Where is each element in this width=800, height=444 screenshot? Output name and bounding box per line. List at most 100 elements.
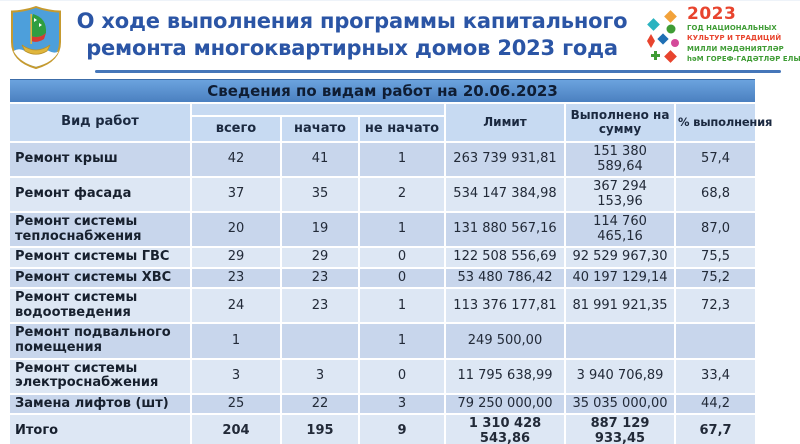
limit-cell: 263 739 931,81	[446, 143, 564, 177]
table-header-row-2: всего начато не начато	[10, 117, 755, 141]
work-type-cell: Итого	[10, 415, 190, 444]
table-row: Ремонт системы теплоснабжения 20 19 1 131 88…	[10, 213, 756, 247]
year-logo-text: 2023 ГОД НАЦИОНАЛЬНЫХ КУЛЬТУР И ТРАДИЦИЙ…	[687, 6, 800, 64]
percent-cell: 33,4	[676, 359, 756, 393]
table-row: Ремонт подвального помещения 1 1 249 500,00	[10, 324, 756, 358]
not-started-cell: 1	[360, 213, 444, 247]
not-started-cell: 0	[360, 248, 444, 267]
work-type-cell: Ремонт системы теплоснабжения	[10, 213, 190, 247]
col-header-started: начато	[282, 117, 358, 141]
work-type-cell: Ремонт системы ГВС	[10, 248, 190, 267]
limit-cell: 249 500,00	[446, 324, 564, 358]
done-sum-cell: 40 197 129,14	[566, 268, 674, 288]
limit-cell: 53 480 786,42	[446, 268, 564, 288]
percent-cell: 57,4	[676, 143, 756, 177]
total-cell: 24	[192, 289, 280, 323]
total-cell: 20	[192, 213, 280, 247]
total-cell: 25	[192, 394, 280, 414]
page-title-line2: ремонта многоквартирных домов 2023 года	[86, 35, 618, 60]
total-cell: 1	[192, 324, 280, 358]
table-row: Ремонт системы электроснабжения 3 3 0 11 795…	[10, 359, 756, 393]
total-cell: 204	[192, 415, 280, 444]
table-row: Ремонт крыш 42 41 1 263 739 931,81 151 380 58…	[10, 143, 756, 177]
done-sum-cell: 887 129 933,45	[566, 415, 674, 444]
total-cell: 42	[192, 143, 280, 177]
started-cell: 29	[282, 248, 358, 267]
col-header-counts-group	[192, 104, 444, 115]
table-caption: Сведения по видам работ на 20.06.2023	[10, 79, 756, 102]
table-row: Ремонт фасада 37 35 2 534 147 384,98 367 294 …	[10, 178, 756, 212]
work-type-cell: Замена лифтов (шт)	[10, 394, 190, 414]
percent-cell: 68,8	[676, 178, 756, 212]
total-cell: 37	[192, 178, 280, 212]
percent-cell: 72,3	[676, 289, 756, 323]
done-sum-cell: 367 294 153,96	[566, 178, 674, 212]
work-type-cell: Ремонт системы ХВС	[10, 268, 190, 288]
done-sum-cell: 3 940 706,89	[566, 359, 674, 393]
page-title: О ходе выполнения программы капитального…	[62, 8, 642, 62]
table-header-row-1: Вид работ Лимит Выполнено на сумму % вып…	[10, 104, 772, 141]
done-sum-cell: 35 035 000,00	[566, 394, 674, 414]
col-header-total: всего	[192, 117, 280, 141]
percent-cell: 44,2	[676, 394, 756, 414]
table-caption-row: Сведения по видам работ на 20.06.2023	[10, 79, 756, 102]
table-body: Ремонт крыш 42 41 1 263 739 931,81 151 380 58…	[10, 143, 756, 444]
percent-cell: 67,7	[676, 415, 756, 444]
work-type-cell: Ремонт подвального помещения	[10, 324, 190, 358]
started-cell: 195	[282, 415, 358, 444]
work-type-cell: Ремонт фасада	[10, 178, 190, 212]
started-cell: 41	[282, 143, 358, 177]
not-started-cell: 9	[360, 415, 444, 444]
percent-cell: 75,2	[676, 268, 756, 288]
percent-cell: 87,0	[676, 213, 756, 247]
done-sum-cell: 92 529 967,30	[566, 248, 674, 267]
year-logo-line4: һәМ ГОРЕФ-ГАДӘТЛӘР ЕЛЫ	[687, 55, 800, 64]
work-type-cell: Ремонт крыш	[10, 143, 190, 177]
table-row: Ремонт системы ГВС 29 29 0 122 508 556,69 92 …	[10, 248, 756, 267]
limit-cell: 113 376 177,81	[446, 289, 564, 323]
year-logo-line3: МИЛЛИ МӘДӘНИЯТЛӘР	[687, 44, 784, 53]
not-started-cell: 3	[360, 394, 444, 414]
total-cell: 29	[192, 248, 280, 267]
col-header-done-sum: Выполнено на сумму	[566, 104, 674, 141]
not-started-cell: 1	[360, 143, 444, 177]
started-cell: 23	[282, 268, 358, 288]
started-cell: 19	[282, 213, 358, 247]
col-header-not-started: не начато	[360, 117, 444, 141]
col-header-percent: % выполнения	[676, 104, 772, 141]
started-cell: 22	[282, 394, 358, 414]
limit-cell: 79 250 000,00	[446, 394, 564, 414]
year-label: 2023	[687, 4, 737, 24]
limit-cell: 122 508 556,69	[446, 248, 564, 267]
table-row: Итого 204 195 9 1 310 428 543,86 887 129 933,…	[10, 415, 756, 444]
not-started-cell: 0	[360, 359, 444, 393]
total-cell: 3	[192, 359, 280, 393]
year-logo-line2: КУЛЬТУР И ТРАДИЦИЙ	[687, 34, 782, 43]
year-logo-line1: ГОД НАЦИОНАЛЬНЫХ	[687, 24, 777, 32]
started-cell	[282, 324, 358, 358]
done-sum-cell	[566, 324, 674, 358]
work-type-cell: Ремонт системы водоотведения	[10, 289, 190, 323]
table-row: Замена лифтов (шт) 25 22 3 79 250 000,00 35 0…	[10, 394, 756, 414]
city-coat-of-arms-icon	[11, 6, 61, 69]
table-row: Ремонт системы ХВС 23 23 0 53 480 786,42 40 1…	[10, 268, 756, 288]
done-sum-cell: 151 380 589,64	[566, 143, 674, 177]
not-started-cell: 1	[360, 324, 444, 358]
started-cell: 23	[282, 289, 358, 323]
table-row: Ремонт системы водоотведения 24 23 1 113 376…	[10, 289, 756, 323]
work-type-cell: Ремонт системы электроснабжения	[10, 359, 190, 393]
not-started-cell: 2	[360, 178, 444, 212]
percent-cell: 75,5	[676, 248, 756, 267]
total-cell: 23	[192, 268, 280, 288]
started-cell: 3	[282, 359, 358, 393]
col-header-work-type: Вид работ	[10, 104, 190, 141]
done-sum-cell: 114 760 465,16	[566, 213, 674, 247]
slide-header: О ходе выполнения программы капитального…	[0, 1, 800, 75]
year-2023-logo: 2023 ГОД НАЦИОНАЛЬНЫХ КУЛЬТУР И ТРАДИЦИЙ…	[642, 6, 800, 66]
col-header-limit: Лимит	[446, 104, 564, 141]
limit-cell: 1 310 428 543,86	[446, 415, 564, 444]
started-cell: 35	[282, 178, 358, 212]
title-divider	[95, 70, 781, 73]
not-started-cell: 0	[360, 268, 444, 288]
